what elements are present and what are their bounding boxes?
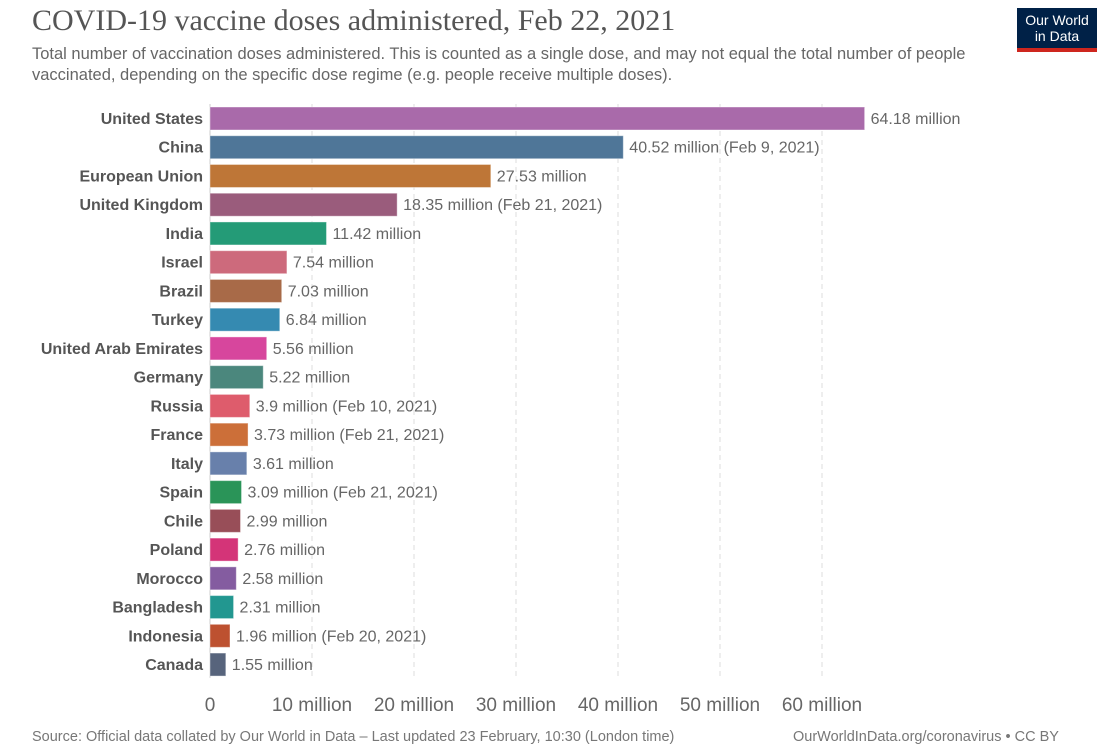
category-label: Poland — [150, 542, 203, 559]
value-label: 5.56 million — [273, 341, 354, 358]
bar — [209, 307, 281, 332]
value-label: 11.42 million — [332, 226, 421, 243]
bar — [209, 221, 327, 246]
category-label: United Kingdom — [79, 197, 203, 214]
value-label: 3.73 million (Feb 21, 2021) — [254, 427, 444, 444]
value-label: 3.9 million (Feb 10, 2021) — [256, 398, 437, 415]
value-label: 2.76 million — [244, 542, 325, 559]
bar — [209, 336, 268, 361]
value-label: 40.52 million (Feb 9, 2021) — [629, 140, 819, 157]
chart-title: COVID-19 vaccine doses administered, Feb… — [32, 4, 676, 37]
x-tick-label: 50 million — [680, 695, 760, 716]
value-label: 27.53 million — [497, 168, 587, 185]
value-label: 7.03 million — [288, 283, 369, 300]
value-label: 3.61 million — [253, 456, 334, 473]
value-label: 3.09 million (Feb 21, 2021) — [248, 485, 438, 502]
value-label: 2.99 million — [246, 513, 327, 530]
bar — [209, 480, 243, 505]
value-label: 2.31 million — [240, 600, 321, 617]
x-tick-label: 60 million — [782, 695, 862, 716]
bar — [209, 192, 398, 217]
owid-logo[interactable]: Our World in Data — [1017, 8, 1097, 52]
value-label: 1.96 million (Feb 20, 2021) — [236, 628, 426, 645]
value-label: 64.18 million — [871, 111, 961, 128]
value-label: 6.84 million — [286, 312, 367, 329]
x-tick-label: 10 million — [272, 695, 352, 716]
bar — [209, 365, 264, 390]
x-tick-label: 20 million — [374, 695, 454, 716]
bar — [209, 652, 227, 677]
bar — [209, 422, 249, 447]
category-label: China — [159, 140, 204, 157]
bar — [209, 278, 283, 303]
category-label: Bangladesh — [112, 600, 203, 617]
category-label: Italy — [171, 456, 203, 473]
bar — [209, 106, 866, 131]
x-tick-label: 40 million — [578, 695, 658, 716]
category-label: Brazil — [159, 283, 203, 300]
logo-line2: in Data — [1034, 28, 1080, 44]
category-label: Russia — [151, 398, 204, 415]
bar — [209, 623, 231, 648]
bar — [209, 393, 251, 418]
bar — [209, 250, 288, 275]
bar — [209, 537, 239, 562]
logo-line1: Our World — [1025, 12, 1089, 28]
source-note: Source: Official data collated by Our Wo… — [32, 729, 675, 745]
category-label: European Union — [79, 168, 203, 185]
value-label: 2.58 million — [242, 571, 323, 588]
category-label: Morocco — [136, 571, 203, 588]
value-label: 18.35 million (Feb 21, 2021) — [403, 197, 602, 214]
bar — [209, 135, 624, 160]
bar — [209, 508, 241, 533]
category-label: Germany — [134, 370, 203, 387]
x-tick-label: 30 million — [476, 695, 556, 716]
category-label: Turkey — [152, 312, 203, 329]
category-label: Spain — [159, 485, 203, 502]
category-label: Israel — [161, 255, 203, 272]
category-label: Chile — [164, 513, 203, 530]
category-label: Canada — [145, 657, 203, 674]
x-tick-label: 0 — [205, 695, 216, 716]
category-label: France — [151, 427, 204, 444]
value-label: 5.22 million — [269, 370, 350, 387]
bar — [209, 566, 237, 591]
chart-subtitle: Total number of vaccination doses admini… — [32, 45, 966, 84]
value-label: 1.55 million — [232, 657, 313, 674]
credit-link[interactable]: OurWorldInData.org/coronavirus • CC BY — [793, 729, 1059, 745]
category-label: Indonesia — [128, 628, 203, 645]
bar — [209, 451, 248, 476]
bar — [209, 595, 235, 620]
category-label: India — [166, 226, 203, 243]
bar — [209, 163, 492, 188]
value-label: 7.54 million — [293, 255, 374, 272]
category-label: United States — [101, 111, 203, 128]
category-label: United Arab Emirates — [41, 341, 203, 358]
